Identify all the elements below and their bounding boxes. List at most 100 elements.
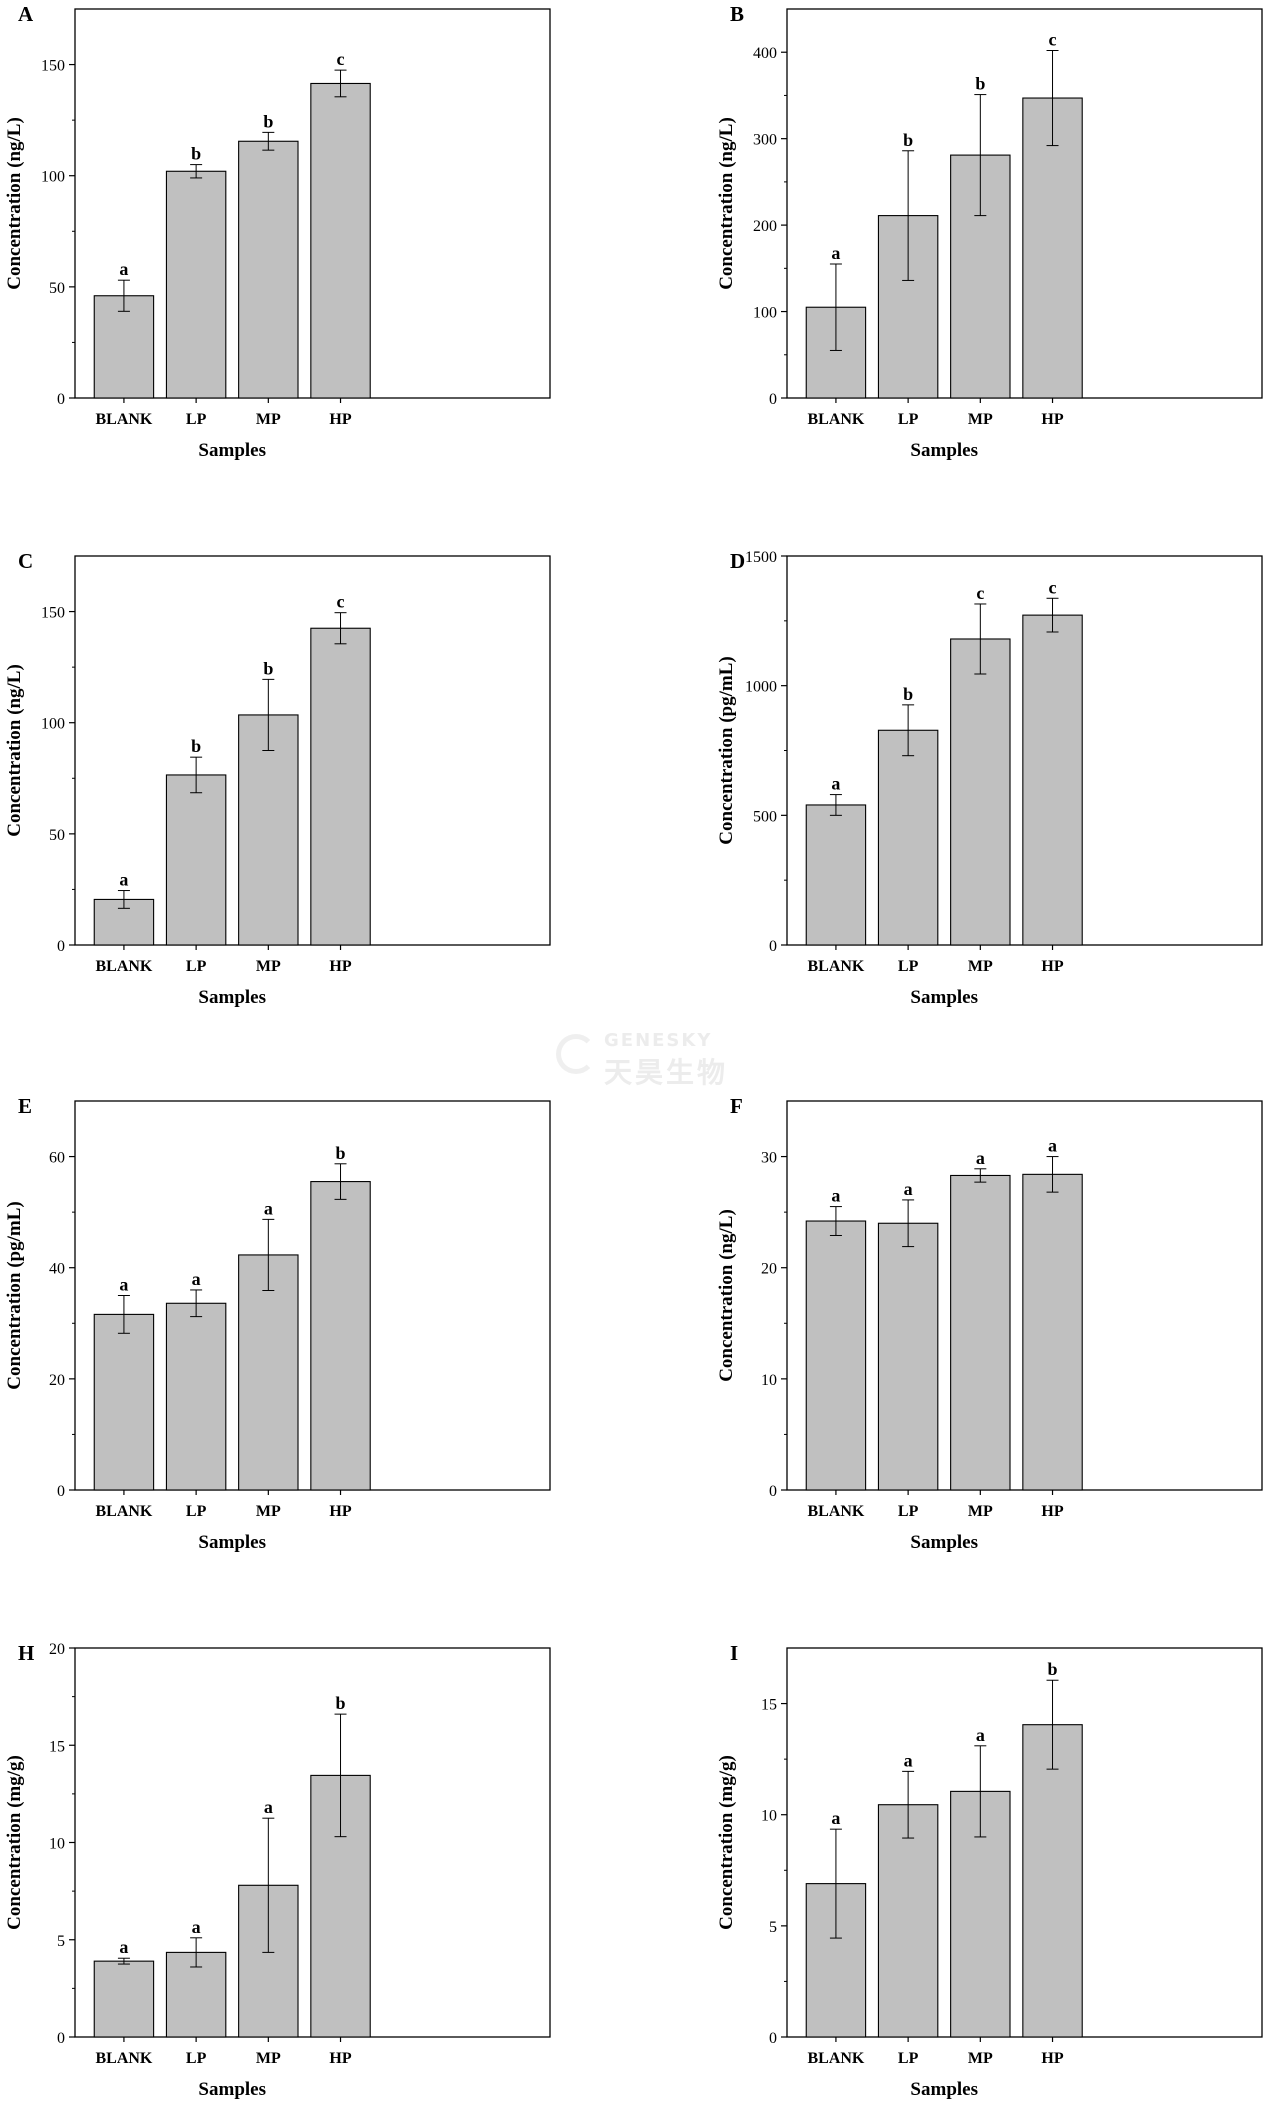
y-axis-title: Concentration (pg/mL) <box>4 1201 25 1389</box>
bar-lp <box>165 170 227 399</box>
y-axis-title: Concentration (ng/L) <box>4 117 25 290</box>
significance-label: b <box>263 111 273 131</box>
bar-hp <box>1022 614 1083 946</box>
bar-lp <box>877 729 939 946</box>
bar-mp <box>238 140 299 399</box>
x-tick-label: MP <box>256 411 281 428</box>
bar-lp <box>165 774 227 946</box>
bar-mp <box>950 1174 1011 1491</box>
y-tick-label: 0 <box>57 391 65 408</box>
x-axis-title: Samples <box>198 2079 266 2100</box>
x-tick-label: HP <box>329 2050 351 2067</box>
y-tick-label: 200 <box>753 218 777 235</box>
x-tick-label: LP <box>898 1503 919 1520</box>
y-tick-label: 0 <box>769 1483 777 1500</box>
x-tick-label: HP <box>1041 1503 1063 1520</box>
significance-label: b <box>263 658 273 678</box>
y-tick-label: 0 <box>769 391 777 408</box>
significance-label: b <box>1048 1659 1058 1679</box>
x-tick-label: BLANK <box>95 958 152 975</box>
y-tick-label: 50 <box>49 827 65 844</box>
y-tick-label: 5 <box>769 1919 777 1936</box>
x-tick-label: BLANK <box>95 2050 152 2067</box>
y-tick-label: 150 <box>41 605 65 622</box>
bar-mp <box>950 638 1011 946</box>
x-tick-label: HP <box>329 1503 351 1520</box>
significance-label: a <box>119 259 128 279</box>
y-axis-title: Concentration (mg/g) <box>4 1755 25 1930</box>
y-tick-label: 100 <box>753 305 777 322</box>
x-tick-label: BLANK <box>95 1503 152 1520</box>
significance-label: c <box>1049 29 1057 49</box>
bar-hp <box>310 1181 371 1491</box>
significance-label: c <box>337 49 345 69</box>
chart-panel-d: 0 500 1000 1500 a BLANK b LP c MP c HP D Samples Conce… <box>716 549 1263 1008</box>
significance-label: a <box>976 1148 985 1168</box>
significance-label: b <box>336 1693 346 1713</box>
x-tick-label: LP <box>898 2050 919 2067</box>
y-axis-title: Concentration (ng/L) <box>716 1209 737 1382</box>
panel-label: B <box>730 2 744 26</box>
y-tick-label: 50 <box>49 280 65 297</box>
y-tick-label: 30 <box>761 1150 777 1167</box>
significance-label: a <box>976 1725 985 1745</box>
significance-label: a <box>831 243 840 263</box>
significance-label: a <box>904 1750 913 1770</box>
panel-label: A <box>18 2 34 26</box>
y-tick-label: 1000 <box>745 679 777 696</box>
y-axis-title: Concentration (ng/L) <box>716 117 737 290</box>
y-tick-label: 10 <box>761 1808 777 1825</box>
chart-panel-e: 0 20 40 60 a BLANK a LP a MP b HP E Samples Concentrat… <box>4 1094 551 1553</box>
panel-label: H <box>18 1641 34 1665</box>
x-tick-label: HP <box>329 411 351 428</box>
y-tick-label: 100 <box>41 716 65 733</box>
y-tick-label: 15 <box>761 1697 777 1714</box>
chart-panel-i: 0 5 10 15 a BLANK a LP a MP b HP I Samples Concentrati… <box>716 1641 1263 2100</box>
y-tick-label: 150 <box>41 58 65 75</box>
y-tick-label: 10 <box>761 1372 777 1389</box>
x-tick-label: MP <box>968 958 993 975</box>
significance-label: c <box>337 592 345 612</box>
significance-label: a <box>831 774 840 794</box>
significance-label: a <box>192 1269 201 1289</box>
significance-label: a <box>192 1917 201 1937</box>
bar-hp <box>310 627 371 946</box>
x-tick-label: MP <box>968 2050 993 2067</box>
y-tick-label: 0 <box>769 2030 777 2047</box>
x-tick-label: BLANK <box>807 2050 864 2067</box>
bar-lp <box>877 1804 939 2038</box>
chart-panel-b: 0 100 200 300 400 a BLANK b LP b MP c HP B Samples Conc… <box>716 2 1263 461</box>
bar-hp <box>1022 1173 1083 1491</box>
x-tick-label: BLANK <box>95 411 152 428</box>
y-tick-label: 15 <box>49 1738 65 1755</box>
x-tick-label: LP <box>186 2050 207 2067</box>
significance-label: a <box>119 1937 128 1957</box>
x-tick-label: HP <box>1041 958 1063 975</box>
x-axis-title: Samples <box>198 440 266 461</box>
chart-panel-f: 0 10 20 30 a BLANK a LP a MP a HP F Samples Concentrat… <box>716 1094 1263 1553</box>
y-tick-label: 20 <box>761 1261 777 1278</box>
x-axis-title: Samples <box>910 440 978 461</box>
y-tick-label: 20 <box>49 1372 65 1389</box>
x-tick-label: MP <box>968 1503 993 1520</box>
significance-label: b <box>975 74 985 94</box>
bar-blank <box>805 1220 867 1491</box>
x-tick-label: MP <box>256 2050 281 2067</box>
y-tick-label: 5 <box>57 1933 65 1950</box>
y-axis-title: Concentration (ng/L) <box>4 664 25 837</box>
chart-panel-c: 0 50 100 150 a BLANK b LP b MP c HP C Samples Concentr… <box>4 549 551 1008</box>
y-tick-label: 100 <box>41 169 65 186</box>
y-tick-label: 0 <box>57 938 65 955</box>
y-axis-title: Concentration (pg/mL) <box>716 656 737 844</box>
panel-label: E <box>18 1094 32 1118</box>
y-axis-title: Concentration (mg/g) <box>716 1755 737 1930</box>
significance-label: a <box>1048 1136 1057 1156</box>
x-tick-label: HP <box>329 958 351 975</box>
x-axis-title: Samples <box>910 1532 978 1553</box>
y-tick-label: 300 <box>753 132 777 149</box>
significance-label: a <box>831 1808 840 1828</box>
bar-blank <box>93 1960 155 2038</box>
x-tick-label: BLANK <box>807 1503 864 1520</box>
y-tick-label: 0 <box>57 1483 65 1500</box>
x-tick-label: HP <box>1041 2050 1063 2067</box>
